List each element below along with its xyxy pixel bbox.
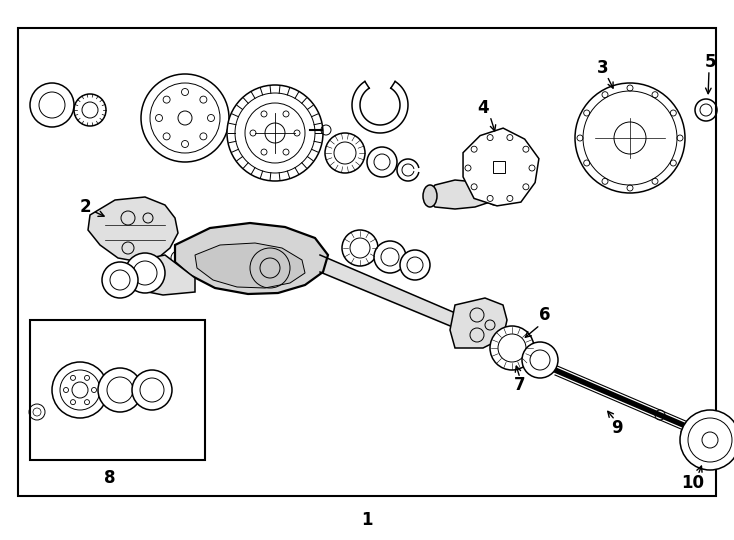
Polygon shape: [88, 197, 178, 262]
Text: 6: 6: [539, 306, 550, 324]
Circle shape: [141, 74, 229, 162]
Text: 5: 5: [704, 53, 716, 71]
Circle shape: [522, 342, 558, 378]
Circle shape: [575, 83, 685, 193]
Polygon shape: [175, 223, 328, 294]
Polygon shape: [148, 255, 195, 295]
Circle shape: [98, 368, 142, 412]
Circle shape: [400, 250, 430, 280]
Circle shape: [102, 262, 138, 298]
Circle shape: [490, 326, 534, 370]
Text: 10: 10: [681, 474, 705, 492]
Text: 2: 2: [79, 198, 91, 216]
Bar: [18, 28, 716, 496]
Circle shape: [342, 230, 378, 266]
Circle shape: [125, 253, 165, 293]
Text: 9: 9: [611, 419, 623, 437]
Text: 8: 8: [104, 469, 116, 487]
Circle shape: [52, 362, 108, 418]
Text: 1: 1: [361, 511, 373, 529]
Ellipse shape: [423, 185, 437, 207]
Circle shape: [374, 241, 406, 273]
Text: 3: 3: [597, 59, 608, 77]
Circle shape: [680, 410, 734, 470]
Polygon shape: [195, 243, 305, 288]
Circle shape: [227, 85, 323, 181]
Ellipse shape: [486, 181, 504, 205]
Text: 7: 7: [515, 376, 526, 394]
Bar: [30, 320, 205, 460]
Polygon shape: [428, 180, 495, 209]
Circle shape: [132, 370, 172, 410]
Polygon shape: [450, 298, 507, 348]
Polygon shape: [463, 128, 539, 206]
Text: 4: 4: [477, 99, 489, 117]
Bar: [493, 161, 505, 173]
